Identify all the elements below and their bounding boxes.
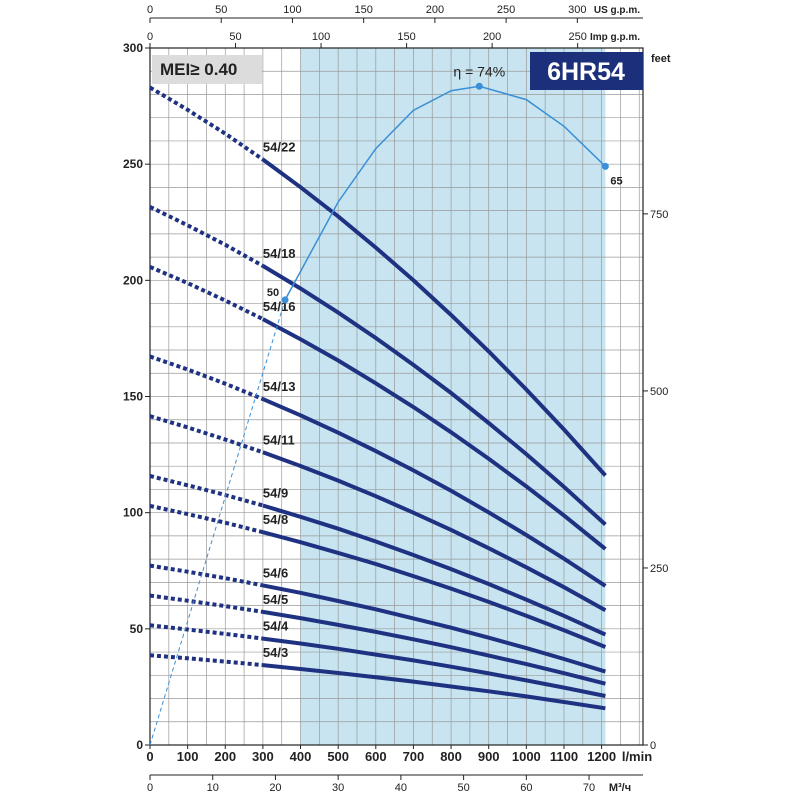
x-tick-label: 0 — [146, 749, 153, 764]
top-tick-label: 50 — [229, 31, 241, 43]
series-label: 54/18 — [263, 246, 296, 261]
series-label: 54/3 — [263, 645, 288, 660]
curve-dashed — [149, 593, 264, 614]
efficiency-label: 65 — [610, 175, 622, 187]
efficiency-point — [281, 296, 289, 304]
curve — [262, 609, 606, 686]
efficiency-label: η = 74% — [453, 63, 505, 79]
y-tick-label: 250 — [123, 157, 143, 171]
curve — [262, 583, 606, 674]
curve-dashed — [149, 623, 264, 641]
curve — [262, 503, 607, 637]
top-axis-label: Imp g.p.m. — [590, 32, 640, 43]
x-tick-label: 300 — [252, 749, 274, 764]
curve-dashed — [149, 354, 264, 401]
curve — [262, 530, 607, 649]
top-tick-label: 250 — [568, 31, 586, 43]
y2-tick-label: 750 — [650, 209, 668, 221]
x-tick-label: 1100 — [550, 749, 578, 764]
y2-tick-label: 0 — [650, 740, 656, 752]
top-tick-label: 50 — [215, 4, 227, 16]
series-label: 54/4 — [263, 619, 289, 634]
series-label: 54/22 — [263, 140, 296, 155]
x2-tick-label: 70 — [583, 782, 595, 794]
x2-tick-label: 20 — [269, 782, 281, 794]
x-tick-label: 400 — [290, 749, 312, 764]
curve-dashed — [149, 414, 264, 455]
efficiency-curve — [284, 85, 606, 301]
curve-dashed — [149, 563, 264, 588]
top-axis-label: US g.p.m. — [594, 5, 640, 16]
data: 54/22 54/18 54/16 54/13 54/11 54/9 54/8 54/6 54/… — [148, 63, 623, 746]
curve — [262, 663, 606, 711]
curve — [262, 397, 607, 588]
curve-dashed — [149, 503, 264, 535]
series-label: 54/9 — [263, 485, 288, 500]
y-tick-label: 50 — [130, 622, 144, 636]
y2-tick-label: 500 — [650, 386, 668, 398]
y-tick-label: 300 — [123, 41, 143, 55]
curve — [261, 157, 607, 477]
x2-tick-label: 50 — [457, 782, 469, 794]
x2-tick-label: 10 — [207, 782, 219, 794]
curve-dashed — [149, 205, 264, 268]
series-label: 54/6 — [263, 565, 288, 580]
series-label: 54/8 — [263, 512, 288, 527]
top-tick-label: 0 — [147, 4, 153, 16]
top-tick-label: 150 — [354, 4, 372, 16]
top-tick-label: 0 — [147, 31, 153, 43]
x-tick-label: 900 — [478, 749, 500, 764]
x2-tick-label: 40 — [395, 782, 407, 794]
top-tick-label: 250 — [497, 4, 515, 16]
efficiency-curve-dashed — [149, 299, 286, 746]
badge: MEI≥ 0.40 — [160, 60, 237, 79]
x-tick-label: 1200 — [587, 749, 616, 764]
x-tick-label: 600 — [365, 749, 387, 764]
x-tick-label: 800 — [440, 749, 462, 764]
top-tick-label: 150 — [397, 31, 415, 43]
y-tick-label: 150 — [123, 390, 143, 404]
curve — [262, 450, 607, 612]
x2-tick-label: 0 — [147, 782, 153, 794]
curve — [262, 636, 606, 698]
top-tick-label: 200 — [483, 31, 501, 43]
y2-tick-label: 250 — [650, 563, 668, 575]
x2-tick-label: 30 — [332, 782, 344, 794]
x-tick-label: 200 — [214, 749, 236, 764]
x-tick-label: 1000 — [512, 749, 541, 764]
x-tick-label: 500 — [327, 749, 349, 764]
top-tick-label: 200 — [426, 4, 444, 16]
x-tick-label: 700 — [403, 749, 425, 764]
title-box — [530, 52, 643, 90]
y-tick-label: 200 — [123, 273, 143, 287]
efficiency-point — [475, 82, 483, 90]
x-axis-label: l/min — [622, 749, 652, 764]
curve-dashed — [149, 653, 264, 668]
curve-dashed — [148, 85, 265, 162]
series-label: 54/5 — [263, 592, 288, 607]
efficiency-point — [601, 162, 609, 170]
efficiency-label: 50 — [267, 287, 279, 299]
curve — [261, 317, 607, 551]
series-label: 54/11 — [263, 432, 295, 447]
curve — [261, 264, 607, 526]
curve-dashed — [149, 474, 264, 508]
x2-tick-label: 60 — [520, 782, 532, 794]
y-tick-label: 0 — [136, 738, 143, 752]
series-label: 54/13 — [263, 379, 296, 394]
chart-title: 6HR54 — [547, 58, 625, 86]
y-tick-label: 100 — [123, 506, 143, 520]
x-tick-label: 100 — [177, 749, 199, 764]
series-label: 54/16 — [263, 299, 296, 314]
top-tick-label: 100 — [312, 31, 330, 43]
top-tick-label: 300 — [568, 4, 586, 16]
badge-box — [152, 55, 262, 84]
y2-axis-label: feet — [651, 53, 671, 65]
top-tick-label: 100 — [283, 4, 301, 16]
x2-axis-label: M³/ч — [609, 782, 631, 794]
